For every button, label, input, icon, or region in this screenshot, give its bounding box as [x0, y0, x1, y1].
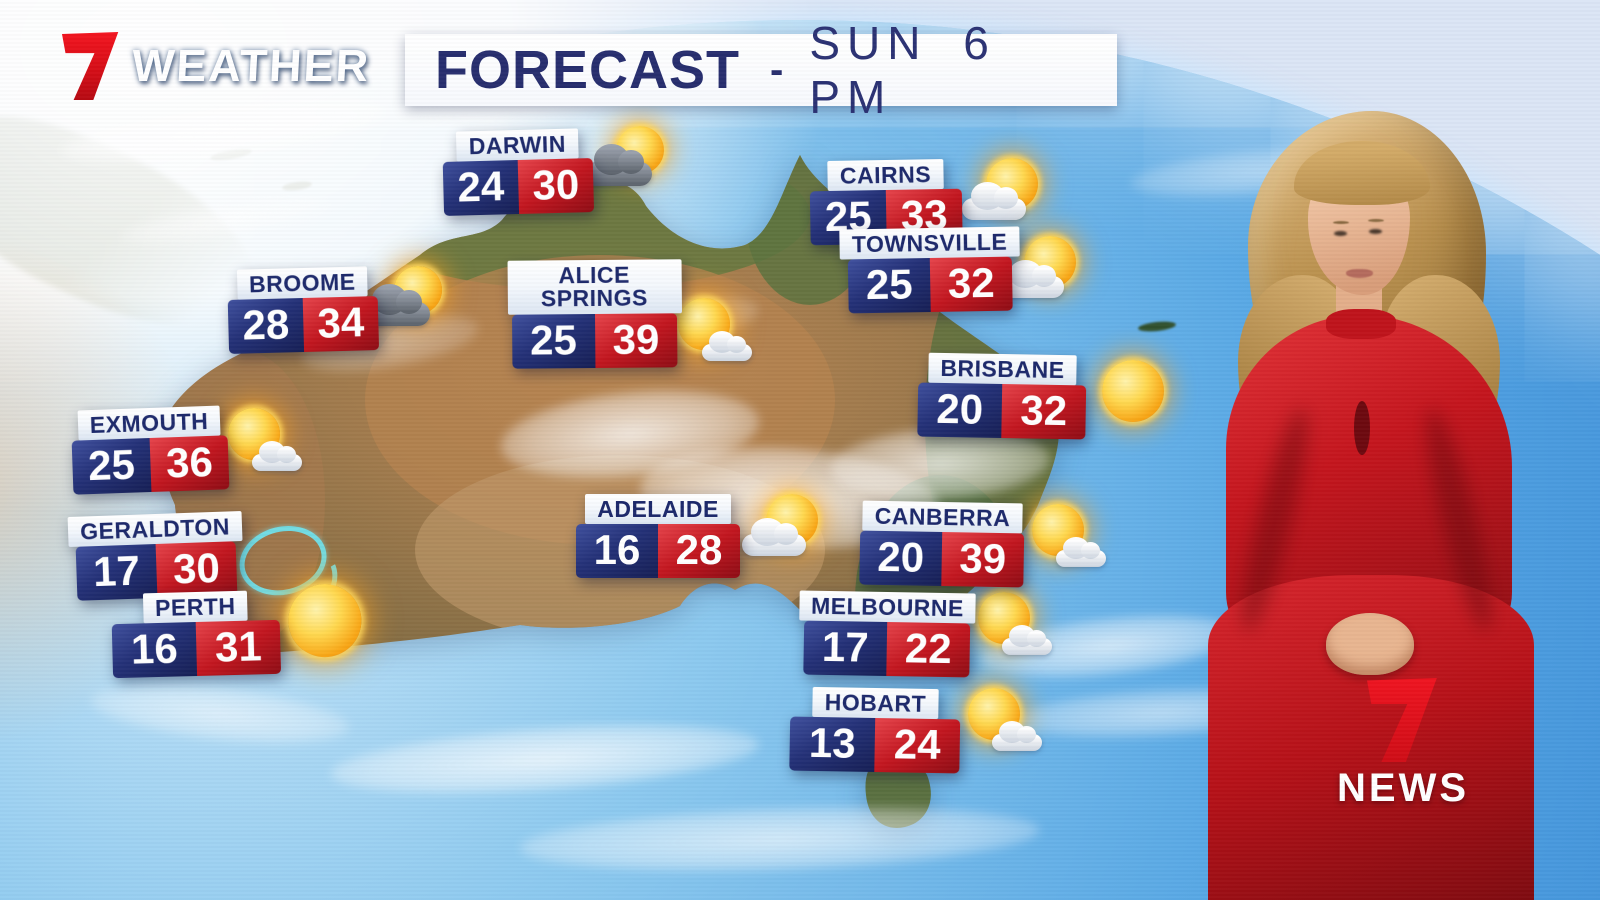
sun-cloud-icon [736, 494, 832, 572]
weather-presenter [1130, 105, 1600, 900]
low-temperature: 20 [859, 531, 943, 587]
city-name: PERTH [142, 590, 248, 624]
low-temperature: 28 [227, 298, 305, 355]
forecast-tile-hobart: HOBART 13 24 [789, 686, 961, 774]
weather-logo-text: WEATHER [130, 40, 372, 91]
high-temperature: 22 [886, 622, 971, 678]
forecast-datetime: SUN 6 PM [809, 17, 996, 123]
low-temperature: 17 [803, 621, 888, 677]
sunny-icon [1086, 354, 1182, 432]
temperature-row: 25 36 [71, 435, 230, 496]
high-temperature: 34 [302, 296, 380, 353]
low-temperature: 20 [917, 382, 1003, 439]
city-name: MELBOURNE [798, 590, 977, 624]
city-name: DARWIN [456, 128, 579, 163]
forecast-tile-melbourne: MELBOURNE 17 22 [798, 590, 977, 678]
seven-news-logo: NEWS [1328, 678, 1478, 811]
city-name: CANBERRA [862, 500, 1023, 534]
low-temperature: 13 [789, 716, 876, 773]
dress-keyhole [1354, 401, 1370, 455]
high-temperature: 39 [594, 313, 678, 368]
city-name: CAIRNS [827, 159, 944, 192]
forecast-tile-geraldton: GERALDTON 17 30 [67, 510, 243, 602]
low-temperature: 25 [71, 438, 152, 496]
high-temperature: 30 [517, 158, 595, 215]
high-temperature: 39 [941, 532, 1025, 588]
forecast-tile-townsville: TOWNSVILLE 25 32 [839, 226, 1020, 314]
seven-network-icon [62, 32, 119, 100]
forecast-header: FORECAST - SUN 6 PM [405, 17, 1117, 123]
low-temperature: 16 [111, 622, 198, 679]
forecast-tile-brisbane: BRISBANE 20 32 [917, 352, 1087, 440]
high-temperature: 31 [195, 620, 282, 677]
forecast-tile-exmouth: EXMOUTH 25 36 [71, 405, 230, 496]
mostly-sunny-icon [966, 590, 1062, 668]
city-name: ALICE SPRINGS [507, 259, 682, 315]
forecast-tile-darwin: DARWIN 24 30 [442, 128, 595, 217]
city-name: EXMOUTH [77, 405, 221, 441]
high-temperature: 32 [1001, 384, 1087, 440]
city-name: BROOME [236, 266, 368, 301]
presenter-fringe [1294, 141, 1430, 205]
high-temperature: 30 [155, 541, 238, 599]
forecast-tile-adelaide: ADELAIDE 16 28 [576, 494, 740, 579]
city-name: ADELAIDE [585, 494, 731, 525]
temperature-row: 25 32 [847, 257, 1013, 314]
temperature-row: 17 22 [803, 621, 971, 678]
presenter-hands [1326, 613, 1414, 675]
low-temperature: 25 [847, 258, 931, 314]
sun-storm-cloud-icon [582, 126, 678, 204]
city-name: HOBART [812, 686, 939, 720]
temperature-row: 20 39 [859, 531, 1025, 588]
city-name: TOWNSVILLE [839, 226, 1020, 261]
temperature-row: 28 34 [227, 296, 380, 355]
low-temperature: 24 [442, 160, 520, 217]
high-temperature: 32 [929, 257, 1013, 313]
presenter-collar [1326, 309, 1396, 339]
temperature-row: 24 30 [442, 158, 595, 217]
low-temperature: 16 [576, 524, 658, 579]
temperature-row: 20 32 [917, 382, 1087, 440]
mostly-sunny-icon [1020, 502, 1116, 580]
temperature-row: 16 28 [576, 524, 740, 579]
mostly-sunny-icon [216, 406, 312, 484]
high-temperature: 28 [658, 524, 740, 579]
forecast-tile-broome: BROOME 28 34 [227, 266, 380, 355]
forecast-title: FORECAST [435, 40, 740, 100]
temperature-row: 13 24 [789, 716, 961, 774]
high-temperature: 24 [874, 718, 961, 774]
sunny-icon [269, 577, 382, 669]
high-temperature: 36 [149, 435, 230, 493]
mostly-sunny-icon [956, 686, 1052, 764]
temperature-row: 16 31 [111, 620, 282, 679]
forecast-tile-alice-springs: ALICE SPRINGS 25 39 [507, 259, 682, 369]
news-logo-text: NEWS [1337, 766, 1469, 810]
city-name: BRISBANE [928, 352, 1077, 386]
seven-weather-logo: WEATHER [62, 32, 372, 100]
seven-network-icon [1367, 678, 1437, 762]
presenter-lips [1346, 269, 1373, 278]
forecast-tile-perth: PERTH 16 31 [111, 590, 282, 679]
sun-cloud-icon [956, 158, 1052, 236]
low-temperature: 25 [512, 313, 595, 369]
forecast-tile-canberra: CANBERRA 20 39 [859, 500, 1025, 588]
mostly-sunny-icon [666, 296, 762, 374]
temperature-row: 25 39 [512, 313, 678, 369]
header-separator: - [770, 47, 784, 92]
sun-cloud-icon [994, 236, 1090, 314]
